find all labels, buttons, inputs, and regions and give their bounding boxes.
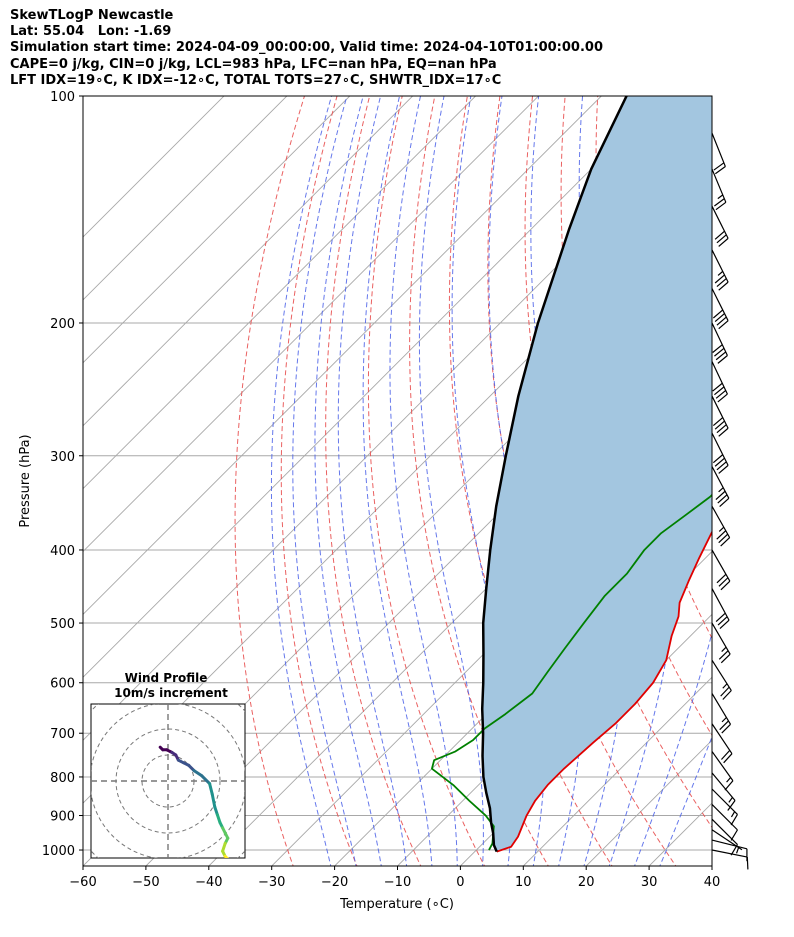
y-tick-label: 700	[50, 727, 75, 742]
isotherm-line	[83, 96, 540, 553]
y-tick-label: 1000	[42, 844, 75, 859]
x-tick-label: 30	[641, 875, 658, 890]
isotherm-line	[83, 96, 225, 238]
inset-title-line2: 10m/s increment	[114, 686, 228, 700]
hodograph-segment	[230, 862, 235, 865]
wind-barb	[711, 751, 734, 791]
parcel-area-fill	[482, 96, 712, 852]
moist-adiabat	[634, 96, 712, 866]
wind-barb	[711, 839, 748, 862]
isotherm-line	[772, 79, 794, 869]
wind-barb	[711, 772, 736, 811]
wind-barb	[711, 432, 729, 474]
wind-barb	[711, 803, 738, 841]
wind-barb	[711, 788, 738, 826]
wind-barb	[711, 849, 749, 870]
dry-adiabat	[448, 96, 613, 866]
dry-adiabat	[367, 96, 486, 866]
x-tick-label: −50	[132, 875, 159, 890]
wind-profile-inset: Wind Profile 10m/s increment	[90, 671, 246, 865]
wind-barb	[711, 693, 732, 734]
y-tick-label: 900	[50, 810, 75, 825]
x-tick-label: 10	[515, 875, 532, 890]
x-tick-label: −10	[384, 875, 411, 890]
y-tick-label: 100	[50, 90, 75, 105]
moist-adiabat	[659, 735, 712, 866]
hodograph-segment	[223, 854, 229, 858]
chart-title-block: SkewTLogP Newcastle Lat: 55.04 Lon: -1.69…	[10, 8, 603, 89]
isotherm-line	[83, 96, 477, 490]
wind-barb	[711, 466, 730, 508]
temperature-profile-line	[496, 530, 712, 853]
isotherm-line	[711, 865, 712, 866]
moist-adiabat	[337, 96, 408, 866]
moist-adiabat	[362, 96, 433, 866]
wind-barb	[711, 395, 729, 437]
wind-barb	[711, 132, 726, 175]
x-tick-label: 40	[704, 875, 721, 890]
y-tick-label: 300	[50, 450, 75, 465]
y-tick-label: 500	[50, 617, 75, 632]
moist-adiabat	[418, 96, 484, 866]
wind-barb	[711, 588, 730, 630]
hodograph-segment	[210, 792, 217, 809]
x-tick-label: −20	[321, 875, 348, 890]
wind-barb	[711, 549, 731, 591]
wind-barb	[711, 818, 738, 856]
y-axis-label: Pressure (hPa)	[18, 434, 33, 527]
dry-adiabat	[234, 96, 305, 866]
dry-adiabat	[409, 96, 549, 866]
dewpoint-profile-line	[431, 493, 712, 851]
wind-barb	[711, 249, 729, 291]
isotherm-line	[333, 487, 712, 866]
axes-layer: −60 −50 −40 −30 −20 −10 0 10 20 30 40 1000 900 800 700…	[42, 90, 720, 890]
wind-barb	[711, 168, 727, 211]
x-axis-label: Temperature (∘C)	[339, 897, 454, 912]
title-line-station: SkewTLogP Newcastle	[10, 8, 174, 23]
dry-adiabat	[325, 96, 422, 866]
y-tick-label: 200	[50, 317, 75, 332]
moist-adiabat	[389, 96, 458, 866]
wind-barb	[711, 622, 731, 664]
hodograph-segment	[192, 769, 204, 778]
dry-adiabat	[727, 79, 794, 869]
hodograph-segment	[200, 774, 212, 786]
profile-layer	[431, 96, 712, 853]
x-tick-label: −30	[258, 875, 285, 890]
wind-barb	[711, 288, 729, 330]
isotherm-line	[83, 96, 603, 616]
x-tick-label: 20	[578, 875, 595, 890]
wind-barb	[711, 205, 729, 247]
isotherm-line	[83, 96, 414, 427]
y-tick-label: 400	[50, 544, 75, 559]
title-line-indices: LFT IDX=19∘C, K IDX=-12∘C, TOTAL TOTS=27…	[10, 72, 502, 88]
inset-title-line1: Wind Profile	[125, 671, 208, 685]
wind-barb	[711, 659, 732, 700]
isotherm-line	[83, 96, 351, 364]
x-tick-label: −40	[195, 875, 222, 890]
parcel-profile-line	[480, 96, 628, 853]
wind-barbs	[711, 132, 749, 870]
wind-barb	[711, 723, 733, 764]
title-line-cape: CAPE=0 j/kg, CIN=0 j/kg, LCL=983 hPa, LF…	[10, 56, 497, 72]
moist-adiabat	[314, 96, 382, 866]
moist-adiabat	[270, 96, 333, 866]
y-tick-label: 600	[50, 677, 75, 692]
isotherm-line	[83, 96, 665, 678]
hodograph-segment	[208, 782, 214, 796]
wind-barb	[711, 322, 728, 364]
x-tick-label: −60	[69, 875, 96, 890]
isotherm-line	[522, 676, 712, 866]
dry-adiabat	[759, 79, 794, 869]
y-tick-label: 800	[50, 771, 75, 786]
x-tick-label: 0	[456, 875, 464, 890]
title-line-times: Simulation start time: 2024-04-09_00:00:…	[10, 40, 603, 56]
moist-adiabat	[292, 96, 357, 866]
dry-adiabat	[280, 96, 358, 866]
title-line-location: Lat: 55.04 Lon: -1.69	[10, 24, 172, 40]
isotherm-line	[83, 96, 288, 301]
wind-barb	[711, 505, 731, 547]
wind-barb	[711, 361, 728, 403]
